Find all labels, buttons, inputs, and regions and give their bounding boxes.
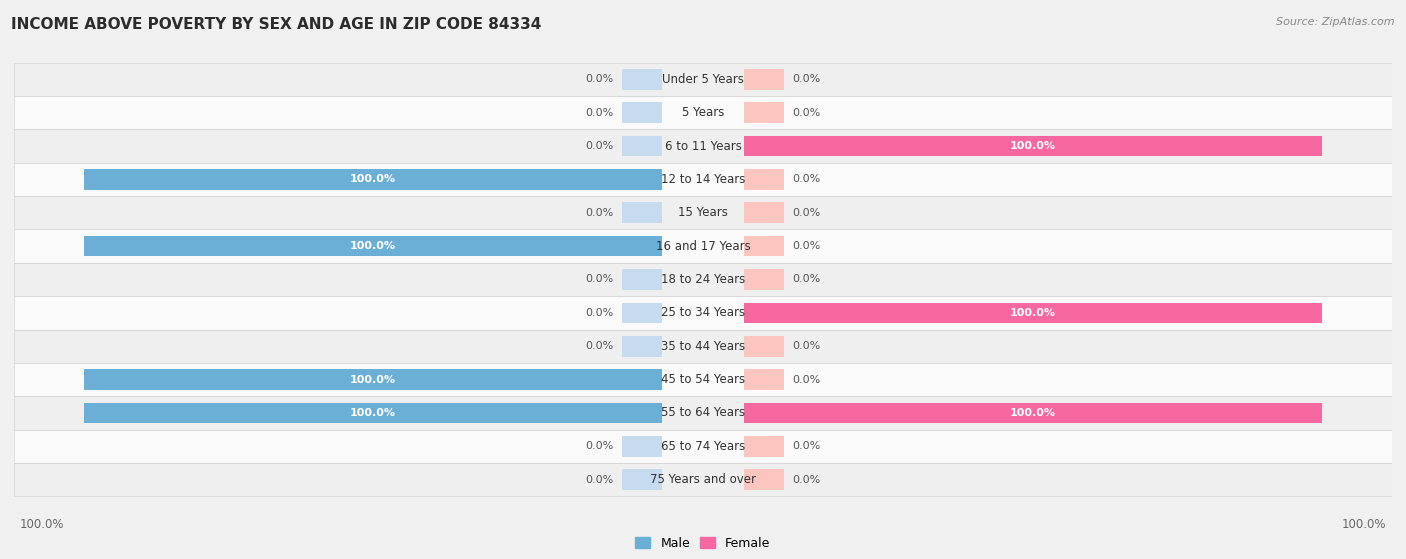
Text: 0.0%: 0.0% (585, 475, 613, 485)
Bar (83, 169, 662, 190)
Text: 0.0%: 0.0% (793, 341, 821, 351)
Text: 6 to 11 Years: 6 to 11 Years (665, 140, 741, 153)
Bar (744, 69, 785, 89)
Bar (14, 430, 1392, 463)
Text: 16 and 17 Years: 16 and 17 Years (655, 240, 751, 253)
Bar (14, 363, 1392, 396)
Bar (621, 202, 662, 223)
Text: 18 to 24 Years: 18 to 24 Years (661, 273, 745, 286)
Bar (14, 263, 1392, 296)
Text: 15 Years: 15 Years (678, 206, 728, 219)
Text: 100.0%: 100.0% (350, 241, 396, 251)
Text: 0.0%: 0.0% (793, 108, 821, 117)
Bar (621, 69, 662, 89)
Text: 0.0%: 0.0% (585, 341, 613, 351)
Text: 55 to 64 Years: 55 to 64 Years (661, 406, 745, 419)
Text: 0.0%: 0.0% (585, 108, 613, 117)
Text: 0.0%: 0.0% (585, 442, 613, 451)
Text: 65 to 74 Years: 65 to 74 Years (661, 440, 745, 453)
Bar (744, 236, 785, 257)
Bar (744, 470, 785, 490)
Bar (744, 336, 785, 357)
Text: 0.0%: 0.0% (793, 375, 821, 385)
Text: 0.0%: 0.0% (585, 308, 613, 318)
Bar (621, 102, 662, 123)
Bar (14, 196, 1392, 229)
Text: 0.0%: 0.0% (585, 74, 613, 84)
Bar (83, 369, 662, 390)
Bar (14, 463, 1392, 496)
Text: Under 5 Years: Under 5 Years (662, 73, 744, 86)
Text: 0.0%: 0.0% (793, 74, 821, 84)
Text: 12 to 14 Years: 12 to 14 Years (661, 173, 745, 186)
Text: 45 to 54 Years: 45 to 54 Years (661, 373, 745, 386)
Text: 35 to 44 Years: 35 to 44 Years (661, 340, 745, 353)
Text: 0.0%: 0.0% (585, 208, 613, 218)
Bar (621, 336, 662, 357)
Bar (621, 470, 662, 490)
Text: 100.0%: 100.0% (1010, 408, 1056, 418)
Bar (621, 136, 662, 157)
Bar (14, 330, 1392, 363)
Text: 5 Years: 5 Years (682, 106, 724, 119)
Bar (83, 236, 662, 257)
Text: 100.0%: 100.0% (20, 518, 65, 531)
Bar (14, 63, 1392, 96)
Legend: Male, Female: Male, Female (630, 532, 776, 555)
Text: 0.0%: 0.0% (793, 241, 821, 251)
Text: 75 Years and over: 75 Years and over (650, 473, 756, 486)
Bar (14, 396, 1392, 430)
Bar (621, 302, 662, 323)
Bar (14, 296, 1392, 330)
Bar (744, 269, 785, 290)
Text: 100.0%: 100.0% (1010, 308, 1056, 318)
Text: 100.0%: 100.0% (350, 375, 396, 385)
Bar (14, 163, 1392, 196)
Bar (83, 402, 662, 423)
Bar (14, 96, 1392, 129)
Text: 0.0%: 0.0% (793, 442, 821, 451)
Bar (744, 302, 1323, 323)
Text: 0.0%: 0.0% (793, 274, 821, 285)
Text: Source: ZipAtlas.com: Source: ZipAtlas.com (1277, 17, 1395, 27)
Bar (744, 136, 1323, 157)
Bar (744, 169, 785, 190)
Bar (621, 436, 662, 457)
Text: 0.0%: 0.0% (793, 475, 821, 485)
Text: 0.0%: 0.0% (585, 274, 613, 285)
Text: 100.0%: 100.0% (1341, 518, 1386, 531)
Bar (744, 202, 785, 223)
Bar (744, 369, 785, 390)
Text: 100.0%: 100.0% (350, 174, 396, 184)
Text: 0.0%: 0.0% (793, 174, 821, 184)
Bar (744, 436, 785, 457)
Text: 0.0%: 0.0% (793, 208, 821, 218)
Text: 100.0%: 100.0% (350, 408, 396, 418)
Text: 25 to 34 Years: 25 to 34 Years (661, 306, 745, 319)
Bar (14, 229, 1392, 263)
Text: INCOME ABOVE POVERTY BY SEX AND AGE IN ZIP CODE 84334: INCOME ABOVE POVERTY BY SEX AND AGE IN Z… (11, 17, 541, 32)
Bar (744, 102, 785, 123)
Bar (14, 129, 1392, 163)
Text: 0.0%: 0.0% (585, 141, 613, 151)
Bar (621, 269, 662, 290)
Bar (744, 402, 1323, 423)
Text: 100.0%: 100.0% (1010, 141, 1056, 151)
